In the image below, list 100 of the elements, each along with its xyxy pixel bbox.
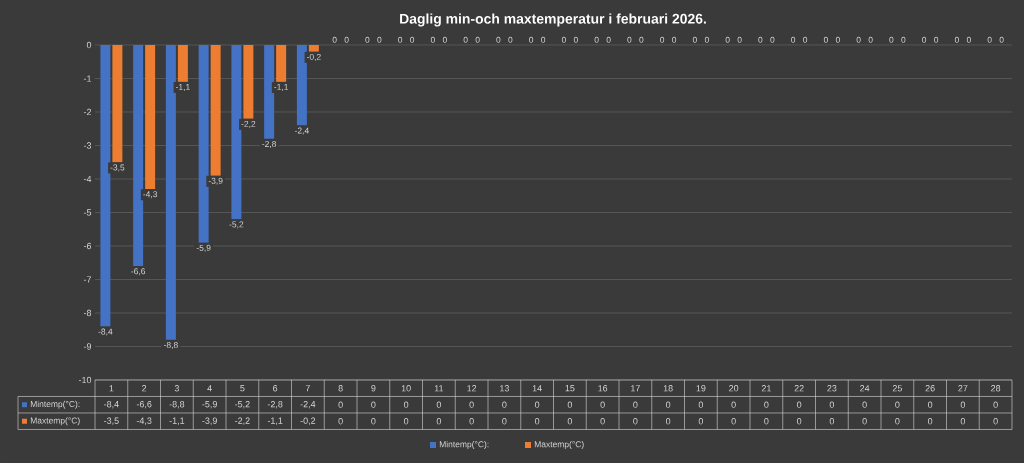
legend-label: Mintemp(°C): bbox=[30, 400, 80, 409]
text: -2,2 bbox=[241, 120, 256, 128]
data-label: 0 bbox=[403, 418, 409, 425]
text: -8,4 bbox=[98, 328, 113, 336]
data-label: -1,1 bbox=[267, 417, 283, 425]
y-tick-label: -3 bbox=[83, 142, 92, 149]
data-label: -2,8 bbox=[267, 401, 283, 409]
text: -6,6 bbox=[131, 268, 146, 276]
y-tick-label: -2 bbox=[83, 108, 92, 116]
y-tick-label: -4 bbox=[83, 175, 92, 183]
data-label: 0 bbox=[338, 401, 343, 408]
data-label: 0 bbox=[960, 401, 966, 408]
x-tick-label: 17 bbox=[631, 385, 640, 392]
text: 0 bbox=[835, 36, 840, 43]
x-tick-label: 21 bbox=[761, 385, 771, 392]
y-tick-label: -7 bbox=[83, 276, 92, 283]
x-tick-label: 27 bbox=[958, 385, 968, 392]
text: -1,1 bbox=[175, 84, 190, 91]
x-tick-label: 16 bbox=[598, 385, 608, 392]
data-label: 0 bbox=[502, 418, 507, 425]
text: 0 bbox=[856, 36, 861, 43]
text: 0 bbox=[365, 36, 370, 43]
text: 0 bbox=[758, 36, 763, 43]
text: -3,9 bbox=[208, 177, 223, 185]
text: -0,2 bbox=[306, 53, 321, 61]
data-label: 0 bbox=[665, 418, 671, 425]
text: 0 bbox=[594, 36, 599, 43]
text: 0 bbox=[725, 36, 730, 43]
text: 0 bbox=[398, 36, 403, 43]
data-label: 0 bbox=[371, 401, 376, 408]
data-label: 0 bbox=[403, 401, 409, 408]
data-label: -1,1 bbox=[169, 417, 185, 425]
data-label: 0 bbox=[731, 418, 736, 425]
x-tick-label: 2 bbox=[142, 385, 147, 392]
text: 0 bbox=[442, 36, 447, 43]
data-label: 0 bbox=[436, 401, 442, 408]
data-label: 0 bbox=[698, 418, 704, 425]
text: 0 bbox=[889, 36, 894, 43]
x-tick-label: 5 bbox=[240, 385, 245, 392]
text: 0 bbox=[344, 36, 349, 43]
y-tick-label: -9 bbox=[83, 343, 92, 350]
text: Maxtemp(°C) bbox=[534, 441, 584, 449]
text: 0 bbox=[541, 36, 546, 43]
text: 0 bbox=[639, 36, 644, 43]
x-tick-label: 7 bbox=[305, 385, 310, 392]
text: 0 bbox=[704, 36, 709, 43]
data-label: -8,4 bbox=[104, 401, 119, 409]
data-label: 0 bbox=[829, 418, 835, 425]
data-label: -3,5 bbox=[104, 417, 119, 425]
x-tick-label: 28 bbox=[991, 385, 1001, 392]
y-tick-label: -10 bbox=[78, 376, 92, 384]
x-tick-label: 26 bbox=[925, 385, 935, 392]
data-label: -2,4 bbox=[300, 401, 316, 409]
text: 0 bbox=[954, 36, 959, 43]
text: 0 bbox=[475, 36, 480, 43]
data-label: 0 bbox=[665, 401, 671, 408]
text: 0 bbox=[573, 36, 578, 43]
text: 0 bbox=[791, 36, 796, 43]
text: 0 bbox=[737, 36, 742, 43]
data-label: 0 bbox=[436, 418, 442, 425]
data-label: 0 bbox=[927, 418, 933, 425]
data-label: 0 bbox=[731, 401, 736, 408]
data-label: 0 bbox=[993, 418, 998, 425]
data-label: 0 bbox=[371, 418, 376, 425]
data-label: 0 bbox=[960, 418, 966, 425]
x-tick-label: 9 bbox=[371, 385, 376, 392]
x-tick-label: 23 bbox=[827, 385, 837, 392]
data-label: 0 bbox=[502, 401, 507, 408]
data-label: -6,6 bbox=[136, 401, 152, 409]
text: 0 bbox=[692, 36, 697, 43]
text: -4,3 bbox=[143, 191, 158, 199]
data-label: 0 bbox=[862, 418, 867, 425]
data-label: 0 bbox=[698, 401, 704, 408]
data-label: 0 bbox=[633, 418, 638, 425]
chart-title: Daglig min-och maxtemperatur i februari 2026. bbox=[400, 13, 706, 27]
x-tick-label: 10 bbox=[401, 385, 411, 392]
text: Mintemp(°C): bbox=[439, 441, 489, 449]
text: 0 bbox=[901, 36, 906, 43]
text: 0 bbox=[529, 36, 534, 43]
data-label: -2,2 bbox=[235, 417, 250, 425]
text: -2,4 bbox=[294, 127, 309, 135]
x-tick-label: 1 bbox=[109, 385, 114, 392]
text: 0 bbox=[508, 36, 513, 43]
text: 0 bbox=[496, 36, 501, 43]
data-label: 0 bbox=[895, 418, 900, 425]
text: -5,2 bbox=[229, 221, 244, 229]
y-tick-label: -8 bbox=[83, 309, 92, 317]
text: 0 bbox=[660, 36, 665, 43]
data-label: -5,9 bbox=[202, 401, 217, 409]
data-label: 0 bbox=[633, 401, 638, 408]
data-label: 0 bbox=[534, 401, 540, 408]
data-label: 0 bbox=[764, 418, 769, 425]
text: 0 bbox=[561, 36, 566, 43]
data-label: 0 bbox=[796, 418, 802, 425]
x-tick-label: 4 bbox=[207, 385, 212, 392]
text: 0 bbox=[672, 36, 677, 43]
x-tick-label: 3 bbox=[174, 385, 179, 392]
text: 0 bbox=[430, 36, 435, 43]
text: 0 bbox=[606, 36, 611, 43]
text: 0 bbox=[770, 36, 775, 43]
